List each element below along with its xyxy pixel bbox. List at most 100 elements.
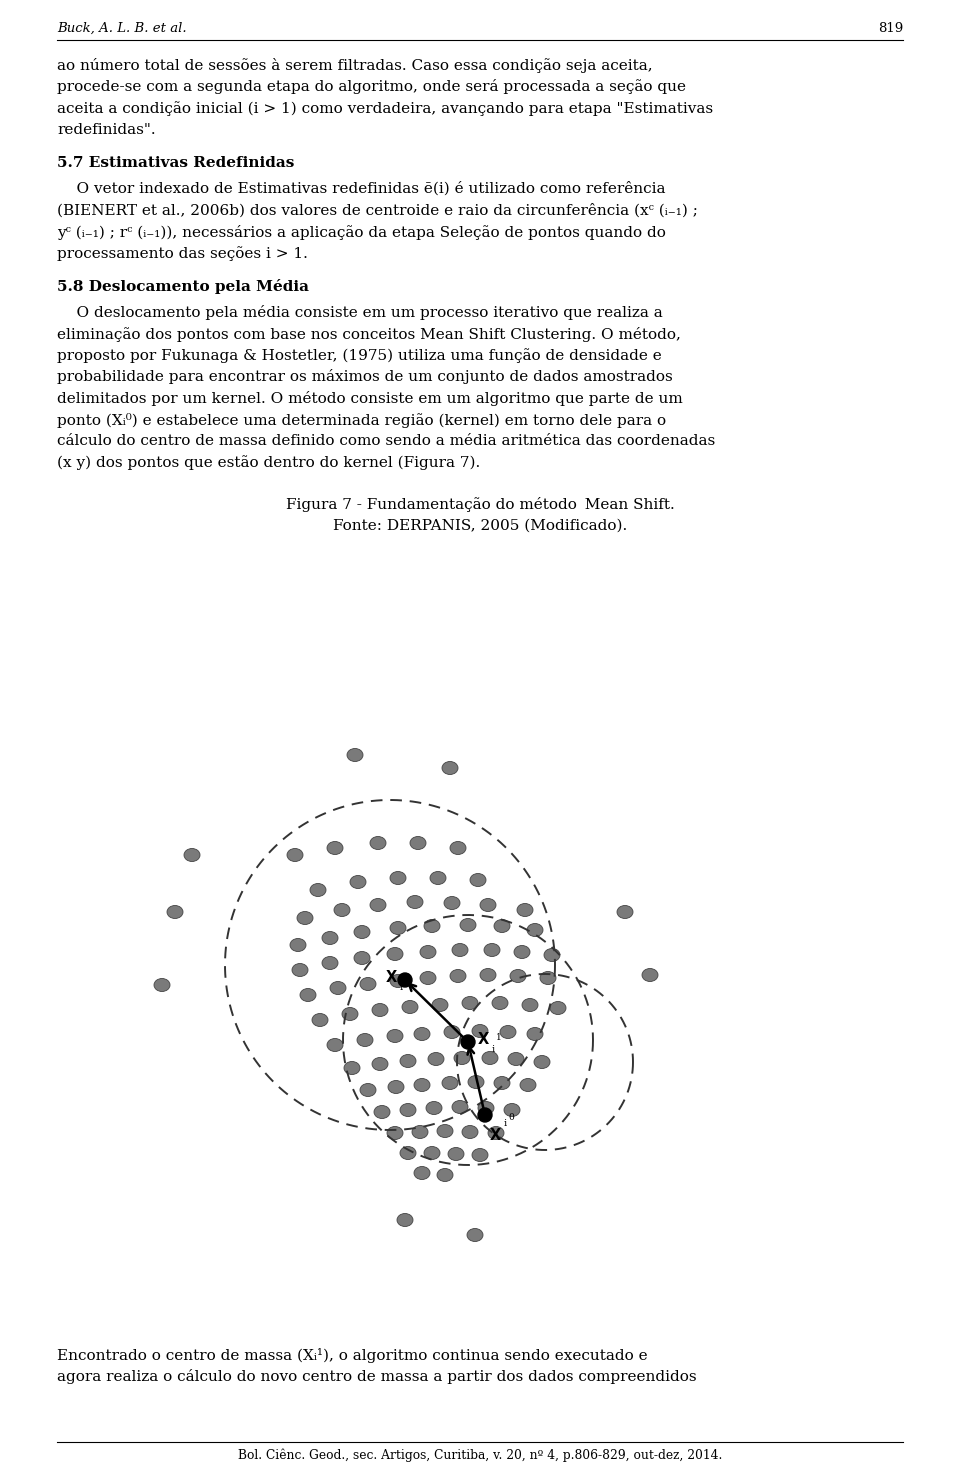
Ellipse shape <box>312 1013 328 1026</box>
Ellipse shape <box>472 1148 488 1161</box>
Text: Buck, A. L. B. et al.: Buck, A. L. B. et al. <box>57 22 186 36</box>
Ellipse shape <box>442 761 458 774</box>
Text: O vetor indexado de Estimativas redefinidas ē(i) é utilizado como referência: O vetor indexado de Estimativas redefini… <box>57 181 665 196</box>
Ellipse shape <box>642 968 658 982</box>
Text: proposto por Fukunaga & Hostetler, (1975) utiliza uma função de densidade e: proposto por Fukunaga & Hostetler, (1975… <box>57 349 661 363</box>
Text: Fonte: DERPANIS, 2005 (Modificado).: Fonte: DERPANIS, 2005 (Modificado). <box>333 519 627 532</box>
Ellipse shape <box>420 946 436 958</box>
Ellipse shape <box>428 1053 444 1065</box>
Ellipse shape <box>327 841 343 854</box>
Ellipse shape <box>437 1124 453 1137</box>
Ellipse shape <box>327 1038 343 1051</box>
Ellipse shape <box>520 1078 536 1091</box>
Text: (BIENERT et al., 2006b) dos valores de centroide e raio da circunferência (xᶜ (ᵢ: (BIENERT et al., 2006b) dos valores de c… <box>57 203 698 218</box>
Text: $\mathbf{X}$: $\mathbf{X}$ <box>385 968 398 985</box>
Ellipse shape <box>432 998 448 1011</box>
Ellipse shape <box>500 1026 516 1038</box>
Text: processamento das seções i > 1.: processamento das seções i > 1. <box>57 246 308 261</box>
Ellipse shape <box>354 952 370 964</box>
Ellipse shape <box>527 1028 543 1041</box>
Ellipse shape <box>287 848 303 862</box>
Ellipse shape <box>510 970 526 983</box>
Ellipse shape <box>480 968 496 982</box>
Ellipse shape <box>414 1078 430 1091</box>
Ellipse shape <box>387 948 403 961</box>
Ellipse shape <box>387 1127 403 1139</box>
Ellipse shape <box>357 1034 373 1047</box>
Ellipse shape <box>390 921 406 934</box>
Ellipse shape <box>410 836 426 850</box>
Ellipse shape <box>297 912 313 924</box>
Ellipse shape <box>534 1056 550 1068</box>
Text: Encontrado o centro de massa (Xᵢ¹), o algoritmo continua sendo executado e: Encontrado o centro de massa (Xᵢ¹), o al… <box>57 1348 648 1363</box>
Text: $\mathbf{X}$: $\mathbf{X}$ <box>489 1127 502 1143</box>
Text: delimitados por um kernel. O método consiste em um algoritmo que parte de um: delimitados por um kernel. O método cons… <box>57 392 683 406</box>
Text: 1: 1 <box>496 1034 502 1043</box>
Ellipse shape <box>452 943 468 957</box>
Ellipse shape <box>154 979 170 992</box>
Ellipse shape <box>540 971 556 985</box>
Ellipse shape <box>450 970 466 983</box>
Text: redefinidas".: redefinidas". <box>57 123 156 136</box>
Text: 5.8 Deslocamento pela Média: 5.8 Deslocamento pela Média <box>57 279 309 295</box>
Text: ponto (Xᵢ⁰) e estabelece uma determinada região (kernel) em torno dele para o: ponto (Xᵢ⁰) e estabelece uma determinada… <box>57 412 666 427</box>
Ellipse shape <box>407 896 423 909</box>
Ellipse shape <box>426 1102 442 1115</box>
Ellipse shape <box>494 919 510 933</box>
Ellipse shape <box>482 1051 498 1065</box>
Text: Bol. Ciênc. Geod., sec. Artigos, Curitiba, v. 20, nº 4, p.806-829, out-dez, 2014: Bol. Ciênc. Geod., sec. Artigos, Curitib… <box>238 1447 722 1462</box>
Ellipse shape <box>472 1025 488 1038</box>
Ellipse shape <box>462 1126 478 1139</box>
Text: eliminação dos pontos com base nos conceitos Mean Shift Clustering. O método,: eliminação dos pontos com base nos conce… <box>57 326 681 341</box>
Text: yᶜ (ᵢ₋₁) ; rᶜ (ᵢ₋₁)), necessários a aplicação da etapa Seleção de pontos quando : yᶜ (ᵢ₋₁) ; rᶜ (ᵢ₋₁)), necessários a apli… <box>57 224 666 239</box>
Ellipse shape <box>488 1127 504 1139</box>
Ellipse shape <box>292 964 308 976</box>
Ellipse shape <box>350 875 366 888</box>
Text: i: i <box>492 1046 495 1054</box>
Ellipse shape <box>342 1007 358 1020</box>
Text: cálculo do centro de massa definido como sendo a média aritmética das coordenada: cálculo do centro de massa definido como… <box>57 435 715 448</box>
Ellipse shape <box>437 1169 453 1182</box>
Ellipse shape <box>460 918 476 931</box>
Ellipse shape <box>184 848 200 862</box>
Ellipse shape <box>414 1028 430 1041</box>
Ellipse shape <box>462 997 478 1010</box>
Ellipse shape <box>370 899 386 912</box>
Ellipse shape <box>617 906 633 918</box>
Ellipse shape <box>452 1100 468 1114</box>
Ellipse shape <box>544 949 560 961</box>
Text: procede-se com a segunda etapa do algoritmo, onde será processada a seção que: procede-se com a segunda etapa do algori… <box>57 80 686 95</box>
Ellipse shape <box>442 1077 458 1090</box>
Ellipse shape <box>400 1103 416 1117</box>
Text: 819: 819 <box>877 22 903 36</box>
Ellipse shape <box>492 997 508 1010</box>
Ellipse shape <box>372 1004 388 1016</box>
Text: O deslocamento pela média consiste em um processo iterativo que realiza a: O deslocamento pela média consiste em um… <box>57 305 662 320</box>
Ellipse shape <box>388 1081 404 1093</box>
Ellipse shape <box>397 1213 413 1226</box>
Ellipse shape <box>334 903 350 916</box>
Ellipse shape <box>424 1146 440 1160</box>
Ellipse shape <box>370 836 386 850</box>
Circle shape <box>398 973 412 988</box>
Ellipse shape <box>322 931 338 945</box>
Ellipse shape <box>514 946 530 958</box>
Ellipse shape <box>484 943 500 957</box>
Text: $\mathbf{X}$: $\mathbf{X}$ <box>477 1031 490 1047</box>
Ellipse shape <box>430 872 446 884</box>
Text: agora realiza o cálculo do novo centro de massa a partir dos dados compreendidos: agora realiza o cálculo do novo centro d… <box>57 1369 697 1385</box>
Ellipse shape <box>504 1103 520 1117</box>
Ellipse shape <box>402 1001 418 1013</box>
Ellipse shape <box>424 919 440 933</box>
Text: 0: 0 <box>508 1112 514 1121</box>
Ellipse shape <box>300 989 316 1001</box>
Ellipse shape <box>330 982 346 995</box>
Ellipse shape <box>494 1077 510 1090</box>
Ellipse shape <box>444 897 460 909</box>
Ellipse shape <box>470 873 486 887</box>
Ellipse shape <box>374 1105 390 1118</box>
Text: i: i <box>400 983 403 992</box>
Text: Figura 7 - Fundamentação do método  Mean Shift.: Figura 7 - Fundamentação do método Mean … <box>286 497 674 512</box>
Text: 5.7 Estimativas Redefinidas: 5.7 Estimativas Redefinidas <box>57 156 295 171</box>
Ellipse shape <box>527 924 543 936</box>
